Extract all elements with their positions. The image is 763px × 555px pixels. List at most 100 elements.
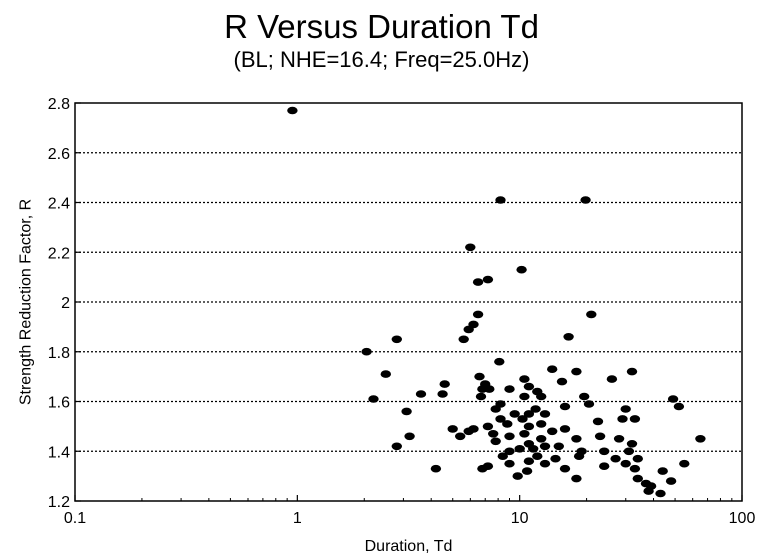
grid-lines [75, 152, 742, 452]
data-point [391, 335, 402, 344]
data-point [504, 385, 515, 393]
data-point [439, 380, 450, 388]
data-point [556, 377, 568, 386]
data-point [521, 467, 533, 475]
x-tick-label: 0.1 [64, 510, 86, 527]
data-point [539, 459, 551, 468]
data-point [559, 402, 571, 411]
y-tick-label: 2.4 [48, 196, 70, 213]
data-point [463, 325, 474, 334]
data-point [536, 420, 547, 428]
data-point [502, 420, 513, 428]
data-point [629, 415, 641, 423]
data-point [679, 459, 690, 468]
data-point [495, 415, 506, 423]
data-point [528, 445, 539, 453]
data-point [620, 459, 631, 468]
data-point [484, 385, 495, 393]
x-axis-label: Duration, Td [365, 538, 453, 555]
y-tick-label: 2 [61, 295, 70, 312]
data-point [523, 382, 535, 391]
data-point [361, 347, 372, 356]
data-point [519, 430, 530, 438]
data-point [458, 335, 469, 344]
data-point [673, 402, 685, 411]
data-point [563, 333, 574, 341]
data-point [472, 310, 484, 319]
data-point [547, 427, 558, 436]
data-point [475, 392, 487, 401]
data-point [523, 410, 535, 418]
data-point [626, 440, 638, 448]
data-point [610, 454, 621, 463]
data-point [547, 365, 558, 374]
data-point [617, 415, 628, 423]
data-point [606, 375, 618, 383]
data-point [539, 410, 551, 418]
x-tick-label: 10 [511, 510, 529, 527]
data-point [643, 487, 654, 495]
data-point [519, 392, 530, 401]
data-point [490, 405, 501, 413]
data-point [580, 196, 591, 204]
data-point [482, 422, 494, 431]
data-point [665, 477, 677, 485]
data-point [504, 447, 515, 456]
data-point [519, 375, 530, 383]
data-point [536, 435, 547, 443]
data-point [571, 474, 582, 483]
y-tick-label: 1.6 [48, 395, 70, 412]
data-point [391, 442, 402, 451]
data-point [368, 395, 379, 403]
y-tick-label: 2.6 [48, 146, 70, 163]
y-tick-label: 1.8 [48, 345, 70, 362]
data-point [415, 390, 427, 398]
data-point [472, 278, 484, 286]
plot-frame [74, 102, 743, 502]
data-point [488, 430, 499, 438]
data-point [592, 417, 604, 426]
data-point [530, 405, 541, 413]
data-point [437, 390, 448, 398]
data-point [623, 447, 635, 456]
data-point [516, 265, 527, 274]
y-tick-labels: 1.2 1.4 1.6 1.8 2 2.2 2.4 2.6 2.8 [48, 96, 70, 511]
data-point [430, 464, 442, 473]
data-point [517, 415, 528, 423]
data-point [629, 464, 641, 473]
chart-title: R Versus Duration Td [224, 8, 539, 45]
y-tick-label: 1.4 [48, 444, 70, 461]
y-axis-label: Strength Reduction Factor, R [18, 199, 35, 405]
data-point [599, 462, 610, 471]
data-point [404, 432, 415, 441]
data-point [514, 445, 525, 453]
data-point [632, 474, 643, 483]
data-point [695, 435, 706, 443]
data-point [401, 407, 412, 416]
data-point [509, 410, 520, 418]
data-point [626, 367, 638, 376]
y-tick-label: 2.2 [48, 245, 70, 262]
data-point [599, 447, 610, 456]
data-point [287, 106, 298, 115]
data-point [553, 442, 564, 451]
data-point [463, 427, 474, 436]
x-tick-label: 1 [293, 510, 302, 527]
data-point [583, 400, 595, 408]
data-point [455, 432, 466, 441]
data-point [495, 196, 506, 204]
data-point [512, 472, 523, 480]
data-point [539, 442, 551, 451]
data-point [494, 357, 505, 366]
data-point [465, 243, 476, 252]
data-point [447, 425, 458, 433]
y-tick-label: 2.8 [48, 96, 70, 113]
data-point [667, 395, 679, 403]
data-point [550, 454, 561, 463]
data-point [474, 372, 485, 381]
data-point [571, 367, 582, 376]
data-point [559, 464, 571, 473]
data-points [287, 106, 706, 498]
data-point [497, 452, 508, 461]
